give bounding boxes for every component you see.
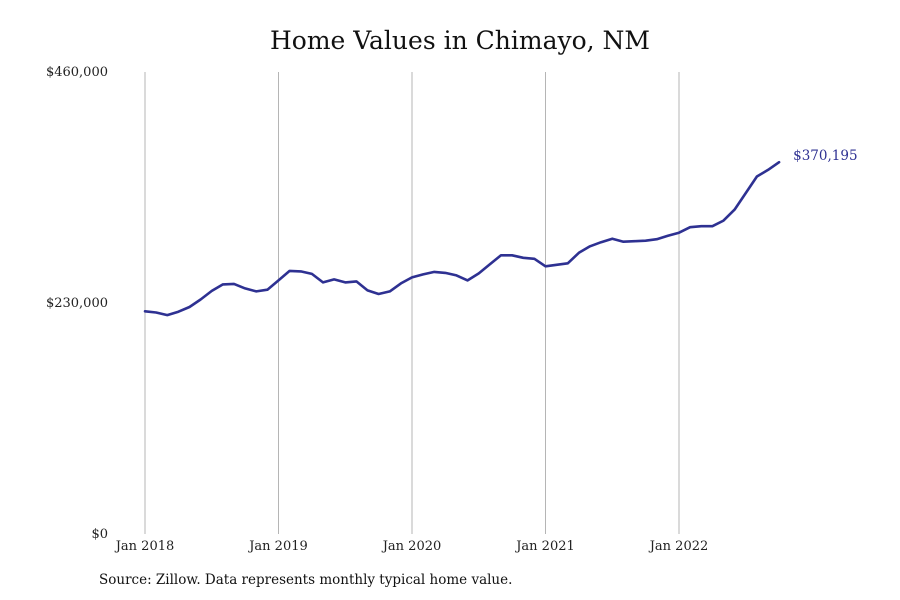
end-value-label: $370,195: [793, 148, 857, 164]
x-tick-label: Jan 2019: [247, 539, 308, 554]
gridlines: [144, 72, 680, 534]
y-tick-label: $230,000: [46, 296, 108, 311]
label-layer: $370,195: [793, 148, 857, 164]
series-line-0: [143, 160, 781, 317]
x-axis-ticks: Jan 2018 Jan 2019 Jan 2020 Jan 2021 Jan 2022: [114, 539, 709, 554]
y-axis-ticks: $0 $230,000 $460,000: [46, 65, 108, 542]
y-tick-label: $0: [91, 527, 108, 542]
x-tick-label: Jan 2018: [114, 539, 175, 554]
series-layer: [143, 160, 781, 317]
chart-title: Home Values in Chimayo, NM: [269, 26, 651, 55]
y-tick-label: $460,000: [46, 65, 108, 80]
x-tick-label: Jan 2021: [514, 539, 575, 554]
source-note: Source: Zillow. Data represents monthly …: [99, 572, 513, 588]
x-tick-label: Jan 2022: [648, 539, 709, 554]
x-tick-label: Jan 2020: [381, 539, 442, 554]
